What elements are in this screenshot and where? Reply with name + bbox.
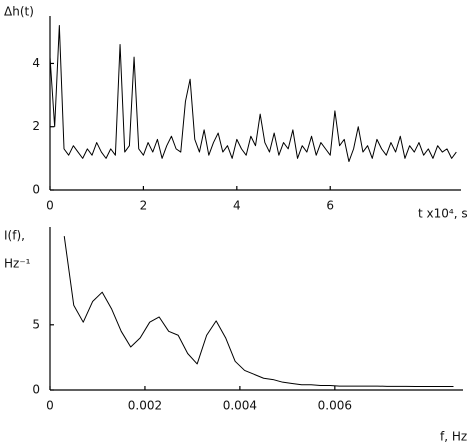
x-tick-label: 0: [46, 199, 54, 213]
y-tick-label: 5: [32, 317, 40, 331]
y-axis-label: I(f),: [4, 229, 25, 243]
x-tick-label: 0: [46, 399, 54, 413]
x-tick-label: 6: [326, 199, 334, 213]
x-tick-label: 0.006: [318, 399, 352, 413]
y-axis-label: Δh(t): [4, 5, 34, 19]
data-line: [63, 236, 454, 387]
y-tick-label: 0: [32, 383, 40, 397]
y-tick-label: 0: [32, 183, 40, 197]
y-tick-label: 2: [32, 119, 40, 133]
x-tick-label: 4: [233, 199, 241, 213]
data-line: [49, 24, 457, 163]
x-tick-label: 0.004: [223, 399, 257, 413]
x-axis-label: t x10⁴, s: [418, 207, 468, 221]
x-axis-label: f, Hz: [440, 430, 467, 444]
x-tick-label: 2: [140, 199, 148, 213]
y-tick-label: 4: [32, 56, 40, 70]
x-tick-label: 0.002: [128, 399, 162, 413]
y-axis-unit: Hz⁻¹: [4, 257, 31, 271]
